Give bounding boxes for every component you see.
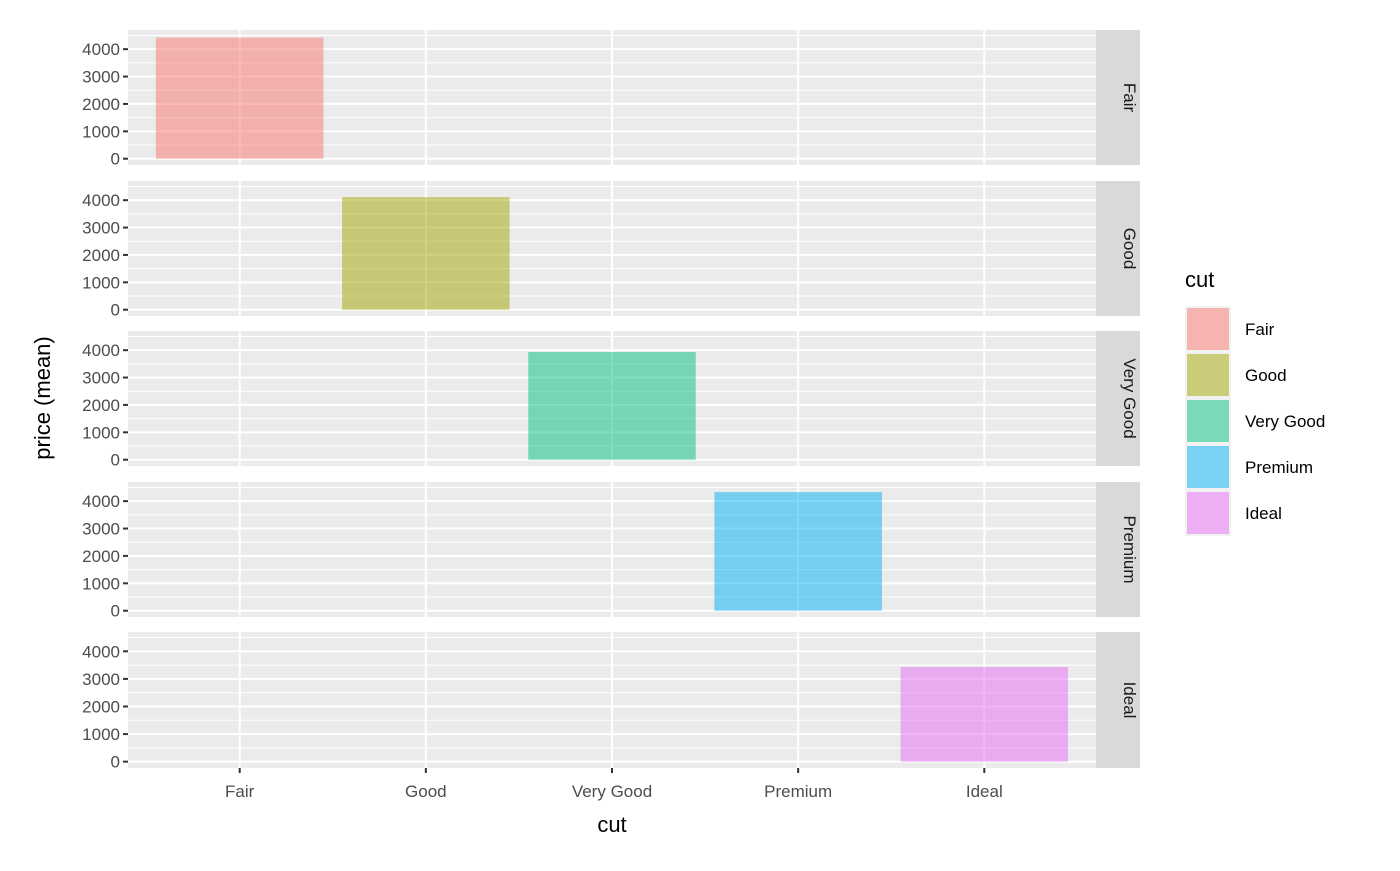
legend: cut Fair Good Very Good Premium Ideal xyxy=(1185,267,1325,536)
legend-key xyxy=(1187,492,1229,534)
y-tick-label: 0 xyxy=(111,753,120,772)
bar-premium xyxy=(714,492,882,611)
y-tick-label: 4000 xyxy=(82,341,120,360)
legend-item: Fair xyxy=(1185,306,1275,352)
bar-fair xyxy=(155,37,324,159)
legend-label: Fair xyxy=(1245,320,1275,339)
y-tick-label: 3000 xyxy=(82,520,120,539)
facet-panel-good: 0 1000 2000 3000 4000 Good xyxy=(82,181,1140,320)
facet-panel-premium: 0 1000 2000 3000 4000 Premium xyxy=(82,482,1140,621)
facet-panel-fair: 0 1000 2000 3000 4000 Fair xyxy=(82,30,1140,169)
x-tick-label: Fair xyxy=(225,782,255,801)
legend-item: Premium xyxy=(1185,444,1313,490)
y-tick-label: 0 xyxy=(111,150,120,169)
y-tick-label: 4000 xyxy=(82,642,120,661)
legend-label: Premium xyxy=(1245,458,1313,477)
legend-key xyxy=(1187,400,1229,442)
facet-strip xyxy=(1096,482,1140,617)
legend-item: Ideal xyxy=(1185,490,1282,536)
legend-label: Ideal xyxy=(1245,504,1282,523)
y-tick-label: 1000 xyxy=(82,423,120,442)
y-tick-label: 4000 xyxy=(82,492,120,511)
y-tick-label: 1000 xyxy=(82,273,120,292)
legend-key xyxy=(1187,308,1229,350)
y-tick-label: 2000 xyxy=(82,246,120,265)
facet-strip xyxy=(1096,30,1140,165)
y-tick-label: 1000 xyxy=(82,725,120,744)
y-tick-label: 3000 xyxy=(82,670,120,689)
bar-very-good xyxy=(528,352,696,460)
y-tick-label: 4000 xyxy=(82,40,120,59)
legend-item: Good xyxy=(1185,352,1287,398)
y-tick-label: 1000 xyxy=(82,574,120,593)
facet-strip-label: Fair xyxy=(1120,83,1139,113)
x-tick-label: Ideal xyxy=(966,782,1003,801)
x-axis-title: cut xyxy=(597,812,626,837)
x-tick-label: Good xyxy=(405,782,447,801)
facet-strip xyxy=(1096,181,1140,316)
x-tick-label: Premium xyxy=(764,782,832,801)
y-tick-label: 0 xyxy=(111,602,120,621)
facet-panel-very-good: 0 1000 2000 3000 4000 Very Good xyxy=(82,331,1140,470)
facet-strip-label: Very Good xyxy=(1120,358,1139,438)
facet-strip-label: Ideal xyxy=(1120,682,1139,719)
legend-key xyxy=(1187,354,1229,396)
legend-item: Very Good xyxy=(1185,398,1325,444)
bar-good xyxy=(342,197,510,310)
y-tick-label: 3000 xyxy=(82,68,120,87)
facet-strip-label: Premium xyxy=(1120,515,1139,583)
x-axis: Fair Good Very Good Premium Ideal xyxy=(225,768,1003,801)
legend-title: cut xyxy=(1185,267,1214,292)
facet-strip xyxy=(1096,331,1140,466)
legend-label: Very Good xyxy=(1245,412,1325,431)
y-axis-title: price (mean) xyxy=(30,336,55,459)
y-tick-label: 0 xyxy=(111,301,120,320)
y-tick-label: 1000 xyxy=(82,122,120,141)
y-tick-label: 3000 xyxy=(82,369,120,388)
legend-label: Good xyxy=(1245,366,1287,385)
x-tick-label: Very Good xyxy=(572,782,652,801)
y-tick-label: 4000 xyxy=(82,191,120,210)
legend-key xyxy=(1187,446,1229,488)
facet-strip-label: Good xyxy=(1120,228,1139,270)
bar-ideal xyxy=(900,667,1069,762)
y-tick-label: 0 xyxy=(111,451,120,470)
facet-strip xyxy=(1096,632,1140,768)
y-tick-label: 2000 xyxy=(82,95,120,114)
y-tick-label: 2000 xyxy=(82,697,120,716)
y-tick-label: 2000 xyxy=(82,547,120,566)
y-tick-label: 3000 xyxy=(82,219,120,238)
facet-panel-ideal: 0 1000 2000 3000 4000 Ideal xyxy=(82,632,1140,772)
panels: 0 1000 2000 3000 4000 Fair 0 1000 2000 3000 4000 Go… xyxy=(82,30,1140,772)
y-tick-label: 2000 xyxy=(82,396,120,415)
